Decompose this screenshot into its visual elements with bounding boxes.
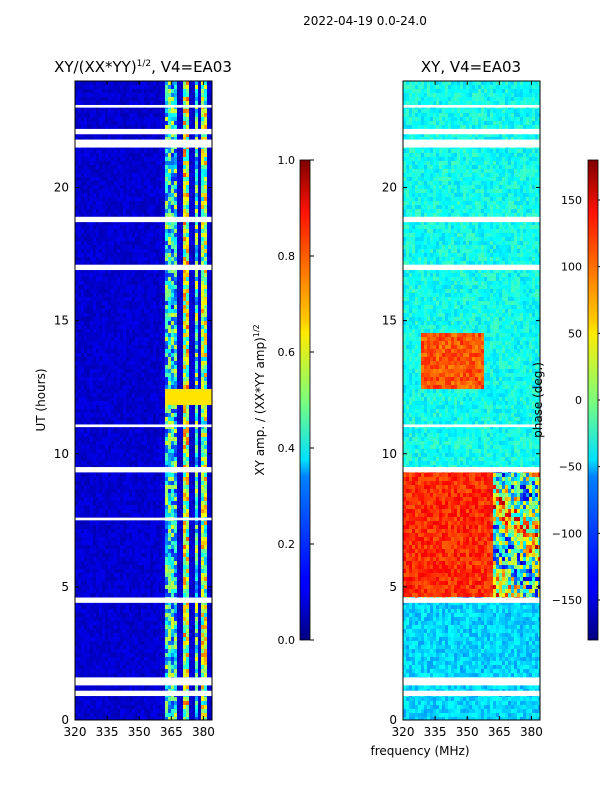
y-tick-label: 0	[389, 713, 397, 727]
y-tick-label: 10	[54, 447, 69, 461]
xy-phase-colorbar-ticks: −150 −100 −50 0 50 100 150	[552, 194, 600, 607]
colorbar-tick-label: 0	[575, 394, 582, 407]
colorbar-tick-label: 0.4	[278, 442, 296, 455]
y-tick-label: 20	[54, 181, 69, 195]
colorbar-tick-label: 0.8	[278, 250, 296, 263]
x-tick-label: 320	[392, 725, 415, 739]
colorbar-tick-label: 0.6	[278, 346, 296, 359]
amp-ratio-colorbar-ticks: 0.0 0.2 0.4 0.6 0.8 1.0	[278, 154, 314, 647]
x-tick-label: 380	[520, 725, 543, 739]
colorbar-tick-label: 0.0	[278, 634, 296, 647]
y-tick-label: 15	[54, 314, 69, 328]
xy-phase-colorbar-gradient	[587, 159, 599, 641]
amp-ratio-heatmap	[75, 81, 212, 720]
colorbar-tick-label: 50	[568, 327, 582, 340]
x-tick-label: 350	[456, 725, 479, 739]
colorbar-tick-label: 0.2	[278, 538, 296, 551]
figure-suptitle: 2022-04-19 0.0-24.0	[303, 14, 427, 28]
colorbar-tick-label: 1.0	[278, 154, 296, 167]
xy-phase-title: XY, V4=EA03	[421, 58, 521, 76]
xy-phase-colorbar-label: phase (deg.)	[531, 362, 545, 438]
amp-ratio-xticks: 320 335 350 365 380	[64, 81, 215, 739]
x-tick-label: 320	[64, 725, 87, 739]
amp-ratio-title: XY/(XX*YY)1/2, V4=EA03	[54, 58, 232, 76]
x-tick-label: 335	[96, 725, 119, 739]
colorbar-tick-label: −150	[552, 594, 582, 607]
colorbar-tick-label: −100	[552, 527, 582, 540]
y-tick-label: 5	[389, 580, 397, 594]
amp-ratio-yticks: 0 5 10 15 20	[54, 181, 212, 727]
xy-phase-xticks: 320 335 350 365 380	[392, 81, 543, 739]
amp-ratio-colorbar-label: XY amp. / (XX*YY amp)1/2	[252, 324, 267, 475]
x-tick-label: 335	[424, 725, 447, 739]
amp-ratio-axes-frame	[74, 80, 213, 721]
y-tick-label: 20	[382, 181, 397, 195]
x-tick-label: 380	[192, 725, 215, 739]
xy-phase-panel: XY, V4=EA03 320 335 350 365 380 0 5 10 15 20	[382, 58, 543, 739]
y-tick-label: 0	[61, 713, 69, 727]
xy-phase-axes-frame	[402, 80, 541, 721]
xy-phase-yticks: 0 5 10 15 20	[382, 181, 540, 727]
amp-ratio-panel: XY/(XX*YY)1/2, V4=EA03 320 335 350 365 380 0…	[34, 58, 232, 739]
colorbar-tick-label: 100	[561, 261, 582, 274]
amp-ratio-colorbar-gradient	[299, 159, 311, 641]
xy-phase-colorbar: −150 −100 −50 0 50 100 150 phase (deg.)	[531, 159, 600, 641]
x-tick-label: 350	[128, 725, 151, 739]
colorbar-tick-label: −50	[559, 461, 582, 474]
y-tick-label: 5	[61, 580, 69, 594]
amp-ratio-colorbar: 0.0 0.2 0.4 0.6 0.8 1.0 XY amp. / (XX*YY amp)…	[252, 154, 314, 647]
shared-xlabel: frequency (MHz)	[370, 744, 469, 758]
colorbar-tick-label: 150	[561, 194, 582, 207]
x-tick-label: 365	[488, 725, 511, 739]
y-tick-label: 15	[382, 314, 397, 328]
amp-ratio-ylabel: UT (hours)	[34, 368, 48, 431]
y-tick-label: 10	[382, 447, 397, 461]
xy-phase-heatmap	[403, 81, 540, 720]
x-tick-label: 365	[160, 725, 183, 739]
